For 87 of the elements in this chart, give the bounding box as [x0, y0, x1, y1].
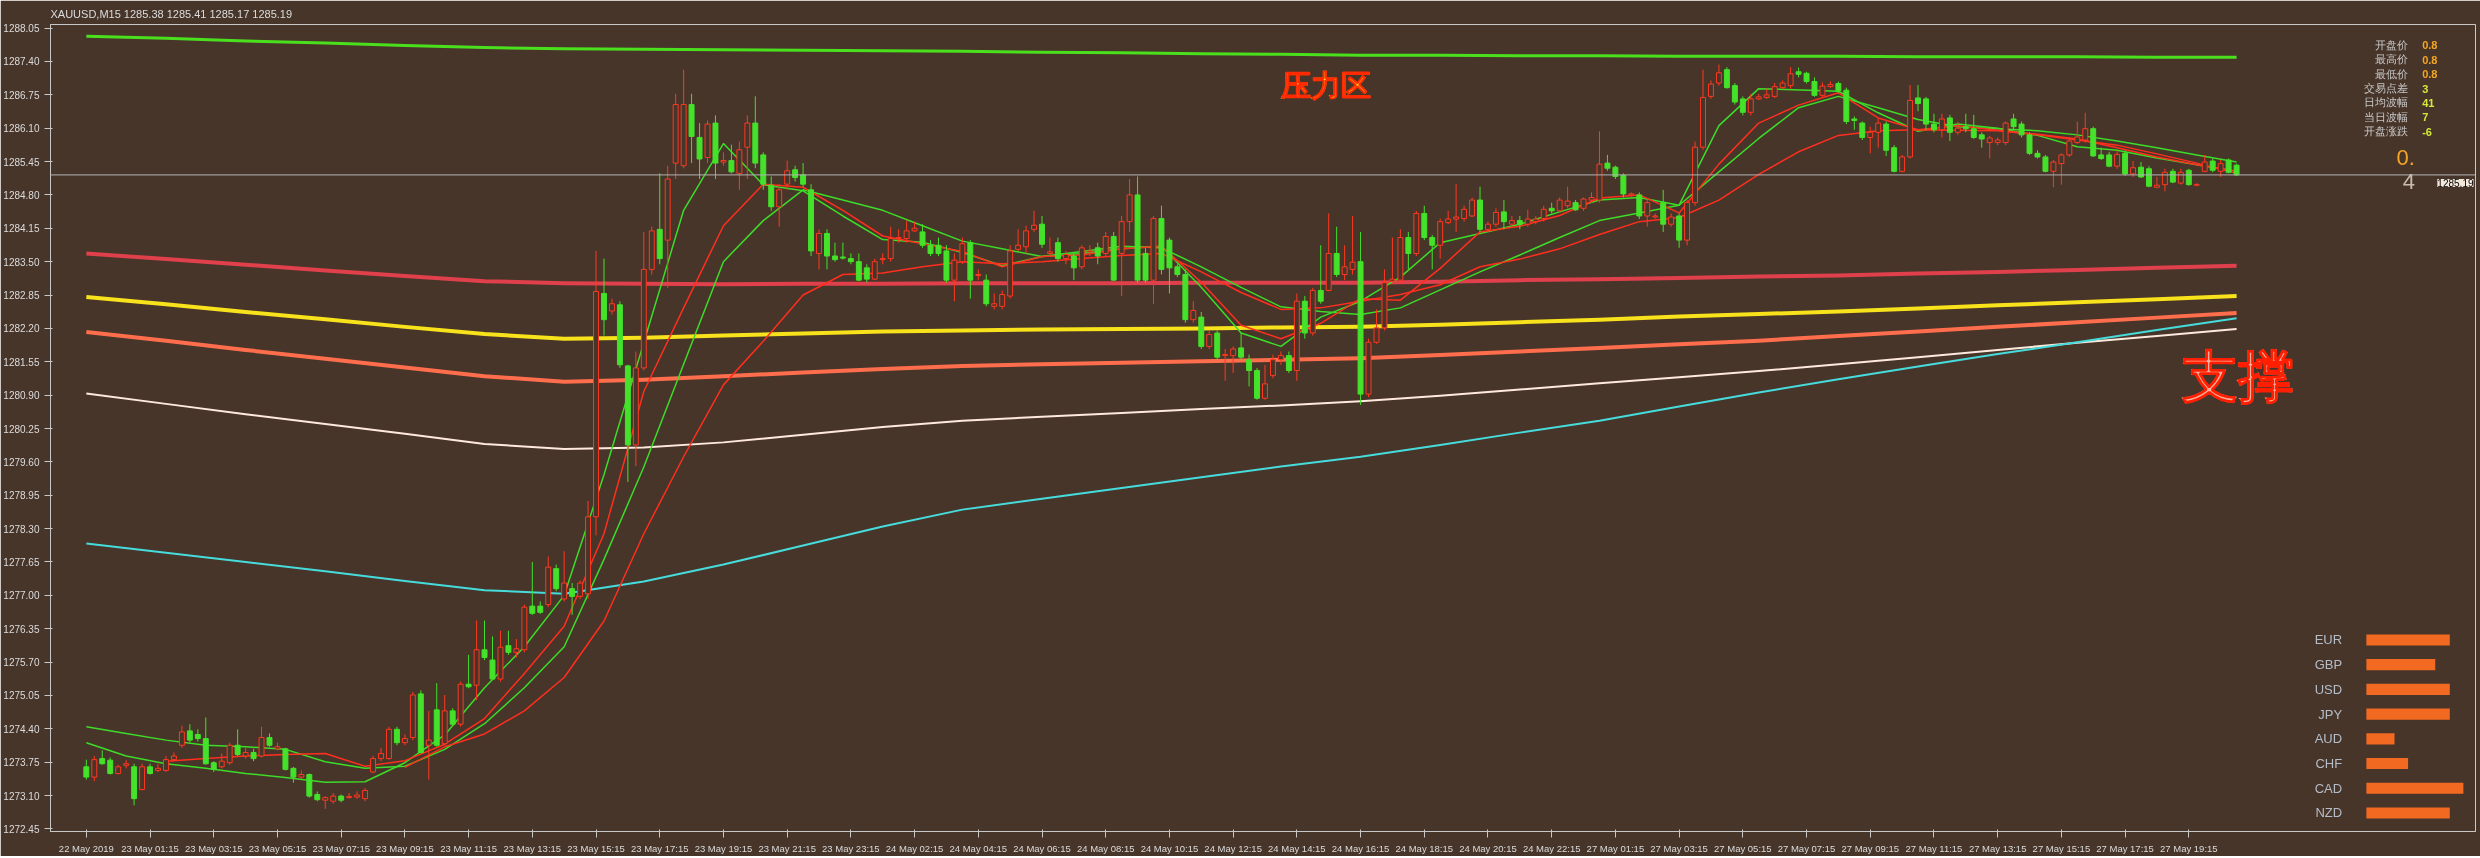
x-tick-label: 23 May 19:15 [694, 842, 753, 854]
x-tick-label: 24 May 04:15 [949, 842, 1008, 854]
text: 4 [2402, 169, 2415, 195]
x-tick-label: 27 May 03:15 [1650, 842, 1708, 854]
y-tick-label: 1272.45 [3, 823, 40, 835]
y-tick-label: USD [2314, 681, 2343, 697]
x-tick-label: 27 May 01:15 [1586, 842, 1645, 854]
y-tick-label: 1276.35 [3, 623, 40, 635]
y-tick-label: AUD [2314, 731, 2343, 747]
y-tick-label: 1273.10 [3, 790, 40, 802]
x-tick-label: 24 May 06:15 [1013, 842, 1071, 854]
text: 最低价 [2374, 67, 2408, 81]
annotation: 压力区 [1280, 67, 1372, 103]
x-tick-label: 23 May 07:15 [312, 842, 370, 854]
x-tick-label: 23 May 15:15 [567, 842, 625, 854]
y-tick-label: 1278.95 [3, 490, 40, 502]
y-tick-label: 1278.30 [3, 523, 40, 535]
text: 日均波幅 [2363, 96, 2408, 110]
x-tick-label: 24 May 02:15 [885, 842, 944, 854]
text: 41 [2422, 96, 2435, 109]
x-tick-label: 24 May 10:15 [1140, 842, 1199, 854]
x-tick-label: 24 May 20:15 [1459, 842, 1517, 854]
text: 0.8 [2422, 39, 2438, 52]
y-tick-label: 1275.05 [3, 690, 40, 702]
x-tick-label: 24 May 16:15 [1331, 842, 1390, 854]
y-tick-label: NZD [2315, 805, 2343, 821]
x-tick-label: 23 May 09:15 [376, 842, 434, 854]
x-tick-label: 24 May 12:15 [1204, 842, 1262, 854]
text: 0.8 [2422, 68, 2438, 81]
x-tick-label: 23 May 01:15 [121, 842, 179, 854]
x-tick-label: 22 May 2019 [58, 842, 114, 854]
y-tick-label: GBP [2314, 657, 2343, 673]
x-tick-label: 23 May 13:15 [503, 842, 562, 854]
text: -6 [2422, 125, 2432, 138]
text: 交易点差 [2363, 82, 2408, 96]
x-tick-label: 23 May 23:15 [822, 842, 880, 854]
y-tick-label: 1273.75 [3, 757, 40, 769]
x-tick-label: 24 May 22:15 [1522, 842, 1581, 854]
chart-title: XAUUSD,M15 1285.38 1285.41 1285.17 1285.19 [50, 7, 293, 20]
y-tick-label: 1286.10 [3, 123, 40, 135]
y-tick-label: 1282.20 [3, 323, 40, 335]
ref-line-label: 1285.19 [2437, 177, 2474, 189]
y-tick-label: 1277.00 [3, 590, 40, 602]
y-tick-label: 1286.75 [3, 89, 40, 101]
y-tick-label: CHF [2315, 756, 2343, 772]
x-tick-label: 27 May 17:15 [2096, 842, 2154, 854]
y-tick-label: 1288.05 [3, 23, 40, 35]
y-tick-label: 1284.80 [3, 189, 40, 201]
x-tick-label: 23 May 21:15 [758, 842, 816, 854]
x-tick-label: 23 May 05:15 [248, 842, 307, 854]
y-tick-label: 1283.50 [3, 256, 40, 268]
x-tick-label: 27 May 07:15 [1777, 842, 1836, 854]
text: 最高价 [2374, 53, 2408, 67]
x-tick-label: 24 May 08:15 [1076, 842, 1135, 854]
x-tick-label: 23 May 03:15 [184, 842, 243, 854]
y-tick-label: EUR [2314, 632, 2343, 648]
y-tick-label: JPY [2318, 706, 2343, 722]
text: 7 [2422, 111, 2429, 124]
x-tick-label: 24 May 18:15 [1395, 842, 1454, 854]
text: 开盘涨跌 [2363, 125, 2408, 139]
text: 当日波幅 [2363, 110, 2408, 124]
text: 0. [2396, 145, 2415, 171]
x-tick-label: 27 May 09:15 [1841, 842, 1900, 854]
x-tick-label: 24 May 14:15 [1268, 842, 1326, 854]
y-tick-label: 1275.70 [3, 657, 40, 669]
y-tick-label: 1280.25 [3, 423, 40, 435]
text: 0.8 [2422, 53, 2438, 66]
annotation: 支撑 [2180, 343, 2294, 409]
y-tick-label: 1282.85 [3, 290, 40, 302]
y-tick-label: 1280.90 [3, 390, 40, 402]
x-tick-label: 27 May 19:15 [2160, 842, 2218, 854]
y-tick-label: 1285.45 [3, 156, 40, 168]
y-tick-label: CAD [2314, 780, 2343, 796]
x-tick-label: 27 May 05:15 [1714, 842, 1772, 854]
y-tick-label: 1274.40 [3, 723, 40, 735]
text: 3 [2422, 82, 2429, 95]
x-tick-label: 23 May 17:15 [630, 842, 689, 854]
x-tick-label: 27 May 13:15 [1968, 842, 2027, 854]
x-tick-label: 27 May 15:15 [2032, 842, 2091, 854]
y-tick-label: 1284.15 [3, 223, 40, 235]
text: 开盘价 [2374, 38, 2408, 52]
y-tick-label: 1277.65 [3, 556, 40, 568]
y-tick-label: 1287.40 [3, 56, 40, 68]
y-tick-label: 1281.55 [3, 356, 40, 368]
y-tick-label: 1279.60 [3, 456, 40, 468]
x-tick-label: 23 May 11:15 [440, 842, 498, 854]
x-tick-label: 27 May 11:15 [1905, 842, 1963, 854]
